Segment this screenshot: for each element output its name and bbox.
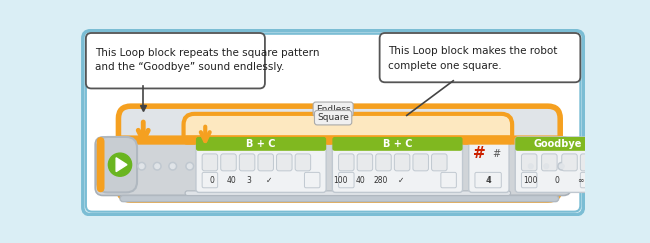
FancyBboxPatch shape — [515, 137, 601, 192]
FancyBboxPatch shape — [469, 137, 509, 192]
FancyBboxPatch shape — [120, 195, 558, 202]
FancyBboxPatch shape — [376, 154, 391, 171]
Polygon shape — [116, 158, 127, 172]
Circle shape — [558, 162, 566, 170]
Circle shape — [527, 162, 534, 170]
Text: 280: 280 — [373, 176, 387, 185]
Text: Goodbye: Goodbye — [534, 139, 582, 149]
FancyBboxPatch shape — [118, 135, 560, 145]
Circle shape — [138, 162, 146, 170]
FancyBboxPatch shape — [258, 154, 274, 171]
FancyBboxPatch shape — [239, 154, 255, 171]
FancyBboxPatch shape — [339, 172, 354, 188]
FancyBboxPatch shape — [118, 106, 560, 200]
Text: 40: 40 — [356, 176, 365, 185]
Text: This Loop block makes the robot
complete one square.: This Loop block makes the robot complete… — [388, 46, 558, 71]
FancyBboxPatch shape — [580, 154, 596, 171]
FancyBboxPatch shape — [521, 172, 537, 188]
FancyBboxPatch shape — [97, 137, 137, 192]
Text: 100: 100 — [523, 176, 538, 185]
Text: Square: Square — [317, 113, 349, 122]
Circle shape — [169, 162, 177, 170]
Circle shape — [544, 164, 549, 169]
Circle shape — [170, 164, 175, 169]
FancyBboxPatch shape — [521, 154, 537, 171]
FancyBboxPatch shape — [515, 137, 601, 151]
FancyBboxPatch shape — [475, 172, 501, 188]
FancyBboxPatch shape — [432, 154, 447, 171]
Text: 4: 4 — [486, 176, 491, 185]
Circle shape — [155, 164, 159, 169]
FancyBboxPatch shape — [295, 154, 311, 171]
Circle shape — [560, 164, 564, 169]
FancyBboxPatch shape — [380, 33, 580, 82]
FancyBboxPatch shape — [86, 33, 265, 88]
Text: 100: 100 — [333, 176, 347, 185]
FancyBboxPatch shape — [196, 137, 326, 151]
Text: 0: 0 — [554, 176, 560, 185]
Circle shape — [109, 153, 131, 176]
FancyBboxPatch shape — [357, 154, 372, 171]
Text: This Loop block repeats the square pattern
and the “Goodbye” sound endlessly.: This Loop block repeats the square patte… — [95, 48, 320, 72]
Text: 3: 3 — [246, 176, 251, 185]
FancyBboxPatch shape — [332, 137, 463, 192]
Text: B + C: B + C — [246, 139, 276, 149]
FancyBboxPatch shape — [83, 31, 584, 215]
FancyBboxPatch shape — [304, 172, 320, 188]
FancyBboxPatch shape — [183, 114, 512, 192]
Text: #: # — [493, 149, 500, 159]
FancyBboxPatch shape — [413, 154, 428, 171]
FancyBboxPatch shape — [441, 172, 456, 188]
Text: ✓: ✓ — [266, 176, 272, 185]
FancyBboxPatch shape — [339, 154, 354, 171]
FancyBboxPatch shape — [202, 154, 218, 171]
Text: Endless: Endless — [316, 105, 350, 114]
FancyBboxPatch shape — [221, 154, 236, 171]
Text: 4: 4 — [486, 176, 491, 185]
FancyBboxPatch shape — [562, 154, 577, 171]
Text: #: # — [473, 146, 486, 161]
Circle shape — [186, 162, 194, 170]
Text: ✓: ✓ — [397, 176, 404, 185]
FancyBboxPatch shape — [86, 34, 580, 212]
Text: 0: 0 — [209, 176, 214, 185]
Circle shape — [528, 164, 533, 169]
Text: 40: 40 — [227, 176, 237, 185]
FancyBboxPatch shape — [196, 137, 326, 192]
FancyBboxPatch shape — [541, 154, 557, 171]
FancyBboxPatch shape — [97, 137, 105, 192]
FancyBboxPatch shape — [580, 172, 596, 188]
FancyBboxPatch shape — [395, 154, 410, 171]
Circle shape — [139, 164, 144, 169]
Text: ∞: ∞ — [577, 176, 584, 185]
Circle shape — [542, 162, 550, 170]
Text: B + C: B + C — [383, 139, 412, 149]
Circle shape — [153, 162, 161, 170]
FancyBboxPatch shape — [183, 135, 512, 145]
FancyBboxPatch shape — [185, 191, 511, 195]
FancyBboxPatch shape — [332, 137, 463, 151]
FancyBboxPatch shape — [95, 137, 571, 195]
FancyBboxPatch shape — [202, 172, 218, 188]
FancyBboxPatch shape — [276, 154, 292, 171]
Circle shape — [187, 164, 192, 169]
